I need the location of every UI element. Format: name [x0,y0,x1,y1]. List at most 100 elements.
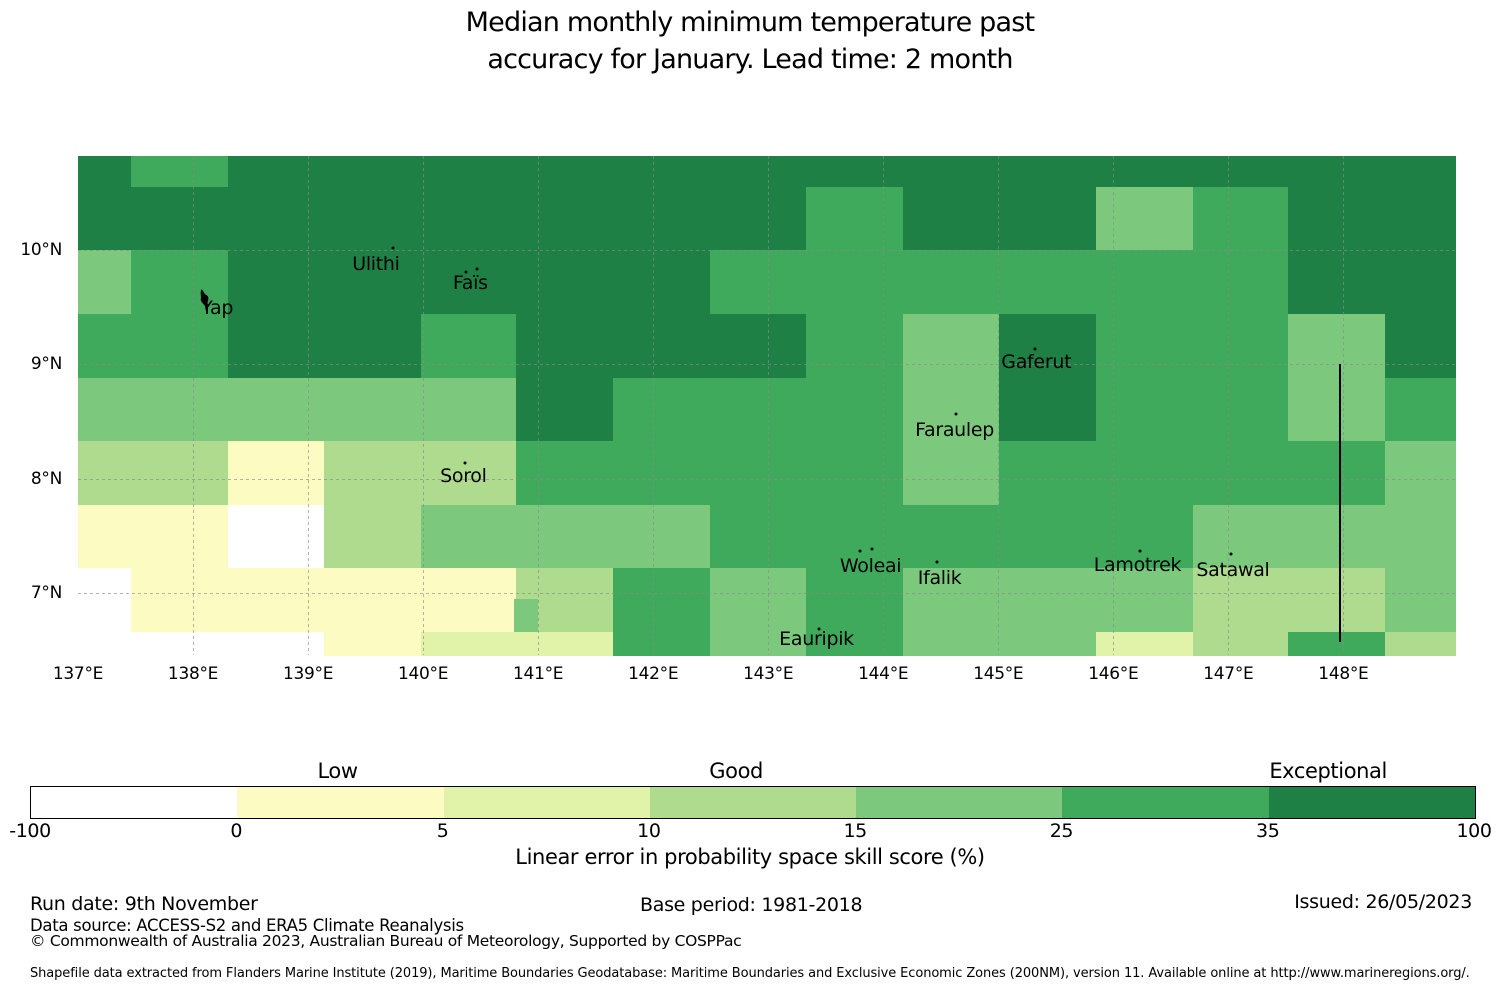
map-cell [420,378,517,442]
map-cell [902,249,1001,315]
map-cell [1384,632,1456,656]
atoll-marker-dot [858,549,862,553]
map-cell [324,313,422,379]
map-cell [999,313,1097,379]
map-label-faraulep: Faraulep [915,418,995,441]
x-axis-tick-label: 140°E [398,664,449,684]
map-cell [324,156,422,188]
map-cell [324,568,422,633]
map-label-yap: Yap [201,297,234,320]
colorbar [30,786,1476,819]
map-cell [516,632,614,656]
map-cell [130,186,229,251]
map-cell [1384,505,1456,569]
atoll-marker-dot [870,547,874,551]
atoll-marker-dot [464,270,468,274]
meridian-gridline [1113,156,1115,655]
map-cell [227,249,325,315]
map-cell [324,186,422,251]
map-cell [78,378,132,442]
map-cell [612,568,711,633]
map-cell [1192,505,1289,569]
map-cell [324,632,422,656]
map-cell [902,568,1001,633]
meridian-gridline [883,156,885,655]
y-axis-tick-label: 8°N [30,468,62,489]
parallel-gridline [78,478,1455,480]
map-cell [516,249,614,315]
map-cell [1288,186,1386,251]
map-cell [709,505,807,569]
map-cell [806,313,904,379]
map-cell [130,505,229,569]
map-cell [516,378,614,442]
map-label-satawal: Satawal [1196,559,1270,582]
yap-island-icon [195,287,216,319]
x-axis-tick-label: 148°E [1318,664,1369,684]
y-axis-tick-label: 10°N [20,239,62,260]
map-cell [1192,313,1289,379]
map-cell [1192,186,1289,251]
colorbar-segment [1268,787,1475,818]
parallel-gridline [78,364,1455,366]
map-cell [516,156,614,188]
map-cell [227,156,325,188]
map-cell [612,632,711,656]
map-cell [612,249,711,315]
colorbar-tick-label: 15 [843,820,867,842]
boundary-line [1338,364,1341,643]
atoll-marker-dot [463,461,467,465]
map-cell [612,440,711,506]
map-cell [612,156,711,188]
map-cell [1288,313,1386,379]
map-cell [1384,249,1456,315]
map-cell [227,313,325,379]
x-axis-tick-label: 142°E [628,664,679,684]
map-label-ifalik: Ifalik [917,567,962,590]
map-cell [806,632,904,656]
map-cell [902,505,1001,569]
colorbar-tick-label: 35 [1256,820,1280,842]
map-cell [78,440,132,506]
map-cell [516,186,614,251]
map-cell [78,249,132,315]
map-cell [1288,505,1386,569]
chart-title-line1: Median monthly minimum temperature past [465,7,1035,38]
colorbar-segment [237,787,444,818]
colorbar-label: Linear error in probability space skill … [515,845,985,869]
colorbar-tick-label: 10 [637,820,661,842]
map-cell [1096,378,1194,442]
map-cell [709,156,807,188]
copyright-text: © Commonwealth of Australia 2023, Austra… [30,932,742,950]
map-cell [324,378,422,442]
map-cell [806,378,904,442]
colorbar-band-label: Exceptional [1269,759,1387,783]
map-cell [999,156,1097,188]
map-cell [902,186,1001,251]
map-cell [709,249,807,315]
meridian-gridline [653,156,655,655]
map-cell [130,632,229,656]
chart-title-line2: accuracy for January. Lead time: 2 month [487,44,1013,76]
map-cell [999,632,1097,656]
map-label-woleai: Woleai [839,554,902,577]
colorbar-band-label: Good [709,759,763,783]
colorbar-tick-label: 25 [1049,820,1074,842]
atoll-marker-dot [475,267,479,271]
map-cell [130,568,229,633]
map-cell [420,313,517,379]
run-date-text: Run date: 9th November [30,893,258,915]
meridian-gridline [193,156,195,655]
map-cell [420,156,517,188]
map-cell [227,632,325,656]
meridian-gridline [423,156,425,655]
meridian-gridline [538,156,540,655]
y-axis-tick-label: 7°N [30,583,62,604]
map-cell [999,186,1097,251]
map-cell [516,505,614,569]
map-cell [806,186,904,251]
map-cell [806,156,904,188]
map-cell [227,505,325,569]
map-cell [324,249,422,315]
map-cell [130,378,229,442]
